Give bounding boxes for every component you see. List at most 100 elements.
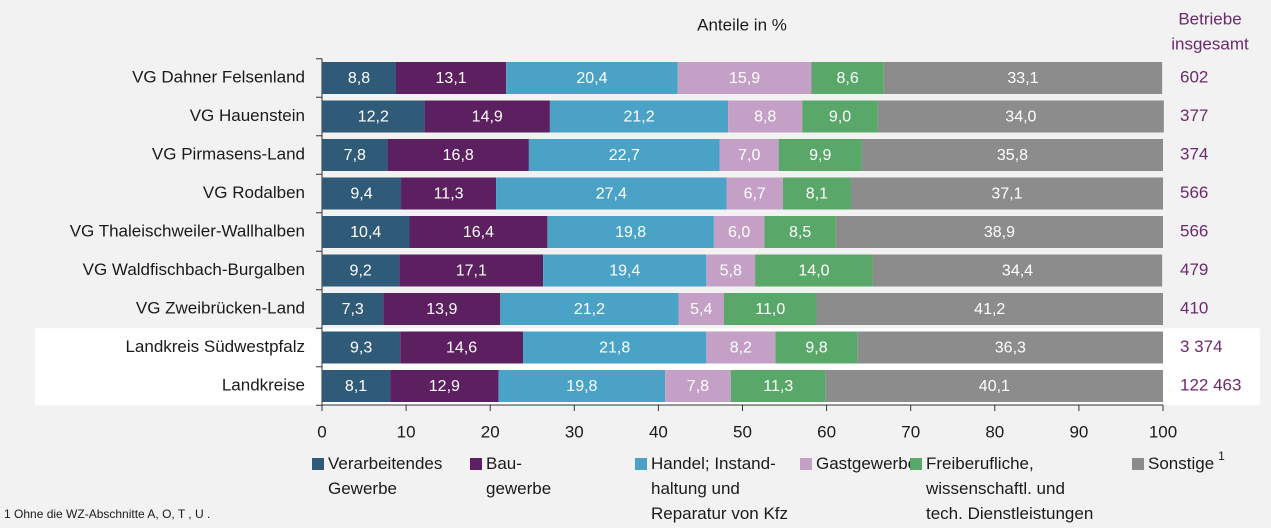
category-label: Landkreis Südwestpfalz bbox=[125, 337, 305, 356]
value-label: 9,2 bbox=[350, 263, 372, 280]
value-label: 7,3 bbox=[342, 301, 364, 318]
bar-segment bbox=[500, 293, 679, 325]
bar-segment bbox=[877, 100, 1164, 133]
value-label: 8,6 bbox=[837, 70, 859, 87]
value-label: 34,4 bbox=[1002, 263, 1033, 280]
bar-segment bbox=[396, 62, 507, 94]
bar-segment bbox=[775, 331, 858, 364]
category-label: VG Dahner Felsenland bbox=[132, 67, 305, 86]
bar-segment bbox=[399, 254, 544, 287]
category-label: VG Thaleischweiler-Wallhalben bbox=[70, 221, 305, 240]
total-label: 122 463 bbox=[1180, 375, 1241, 394]
value-label: 21,2 bbox=[574, 301, 605, 318]
value-label: 14,6 bbox=[446, 340, 477, 357]
total-label: 3 374 bbox=[1180, 337, 1223, 356]
legend-label-line: gewerbe bbox=[486, 479, 551, 498]
value-label: 8,1 bbox=[806, 186, 828, 203]
legend-label: Verarbeitendes Gewerbe bbox=[328, 454, 442, 498]
value-label: 41,2 bbox=[974, 301, 1005, 318]
bar-segment bbox=[713, 216, 765, 248]
bar-segment bbox=[322, 100, 425, 133]
bar-segment bbox=[322, 139, 388, 171]
bar-segment bbox=[409, 216, 548, 248]
category-label: VG Hauenstein bbox=[190, 106, 305, 125]
chart-title: Anteile in % bbox=[697, 15, 787, 34]
footnote: 1 Ohne die WZ-Abschnitte A, O, T , U . bbox=[4, 507, 210, 521]
bar-segment bbox=[816, 293, 1163, 325]
bar-segment bbox=[728, 100, 803, 133]
value-label: 6,0 bbox=[728, 224, 750, 241]
total-label: 410 bbox=[1180, 298, 1208, 317]
total-label: 479 bbox=[1180, 260, 1208, 279]
bar-segment bbox=[322, 254, 400, 287]
value-label: 11,0 bbox=[755, 301, 785, 318]
value-label: 10,4 bbox=[350, 224, 381, 241]
bar-segment bbox=[401, 177, 497, 210]
x-tick-label: 10 bbox=[397, 422, 416, 441]
value-label: 19,8 bbox=[566, 378, 597, 395]
total-label: 377 bbox=[1180, 106, 1208, 125]
value-label: 7,0 bbox=[738, 147, 760, 164]
bar-segment bbox=[549, 100, 729, 133]
value-label: 19,4 bbox=[609, 263, 640, 280]
bar-segment bbox=[322, 177, 402, 210]
legend-label: Sonstige bbox=[1148, 454, 1214, 473]
bar-segment bbox=[543, 254, 707, 287]
category-label: VG Pirmasens-Land bbox=[152, 144, 305, 163]
legend-label: Handel; Instand-haltung und Reparatur von… bbox=[651, 454, 788, 523]
bar-segment bbox=[782, 177, 851, 210]
bar-segment bbox=[322, 216, 410, 248]
value-label: 14,9 bbox=[472, 109, 503, 126]
value-label: 40,1 bbox=[979, 378, 1010, 395]
value-label: 13,1 bbox=[436, 70, 467, 87]
bar-segment bbox=[665, 370, 731, 402]
value-label: 11,3 bbox=[434, 186, 464, 203]
value-label: 9,9 bbox=[809, 147, 831, 164]
bar-segment bbox=[706, 254, 756, 287]
value-label: 16,4 bbox=[463, 224, 494, 241]
legend-label-line: tech. Dienstleistungen bbox=[926, 504, 1093, 523]
x-tick-label: 80 bbox=[985, 422, 1004, 441]
x-tick-label: 60 bbox=[817, 422, 836, 441]
legend-label-line: Gastgewerbe bbox=[816, 454, 917, 473]
bar-segment bbox=[835, 216, 1163, 248]
value-label: 15,9 bbox=[729, 70, 760, 87]
total-label: 566 bbox=[1180, 221, 1208, 240]
x-tick-label: 0 bbox=[317, 422, 326, 441]
value-label: 8,5 bbox=[789, 224, 811, 241]
value-label: 8,8 bbox=[348, 70, 370, 87]
value-label: 12,2 bbox=[358, 109, 389, 126]
bar-segment bbox=[726, 177, 783, 210]
value-label: 12,9 bbox=[429, 378, 460, 395]
legend-label-line: Reparatur von Kfz bbox=[651, 504, 788, 523]
bar-segment bbox=[498, 370, 666, 402]
totals-title: insgesamt bbox=[1171, 34, 1249, 53]
bar-segment bbox=[857, 331, 1163, 364]
bar-segment bbox=[322, 62, 397, 94]
legend-swatch bbox=[635, 458, 647, 470]
bar-segment bbox=[719, 139, 779, 171]
category-label: VG Rodalben bbox=[203, 183, 305, 202]
bar-segment bbox=[872, 254, 1163, 287]
x-tick-label: 90 bbox=[1069, 422, 1088, 441]
legend-swatch bbox=[1132, 458, 1144, 470]
bar-segment bbox=[496, 177, 727, 210]
bar-segment bbox=[825, 370, 1163, 402]
bar-segment bbox=[322, 331, 401, 364]
bar-segment bbox=[678, 293, 724, 325]
bar-segment bbox=[528, 139, 720, 171]
x-tick-label: 100 bbox=[1149, 422, 1177, 441]
category-label: VG Waldfischbach-Burgalben bbox=[83, 260, 305, 279]
value-label: 5,4 bbox=[690, 301, 712, 318]
legend-swatch bbox=[312, 458, 324, 470]
bar-segment bbox=[506, 62, 678, 94]
bar-segment bbox=[387, 139, 529, 171]
legend-label-line: Bau- bbox=[486, 454, 522, 473]
legend-label-line: Verarbeitendes bbox=[328, 454, 442, 473]
x-tick-label: 30 bbox=[565, 422, 584, 441]
category-label: Landkreise bbox=[222, 375, 305, 394]
total-label: 374 bbox=[1180, 144, 1208, 163]
bar-segment bbox=[764, 216, 836, 248]
value-label: 33,1 bbox=[1007, 70, 1038, 87]
